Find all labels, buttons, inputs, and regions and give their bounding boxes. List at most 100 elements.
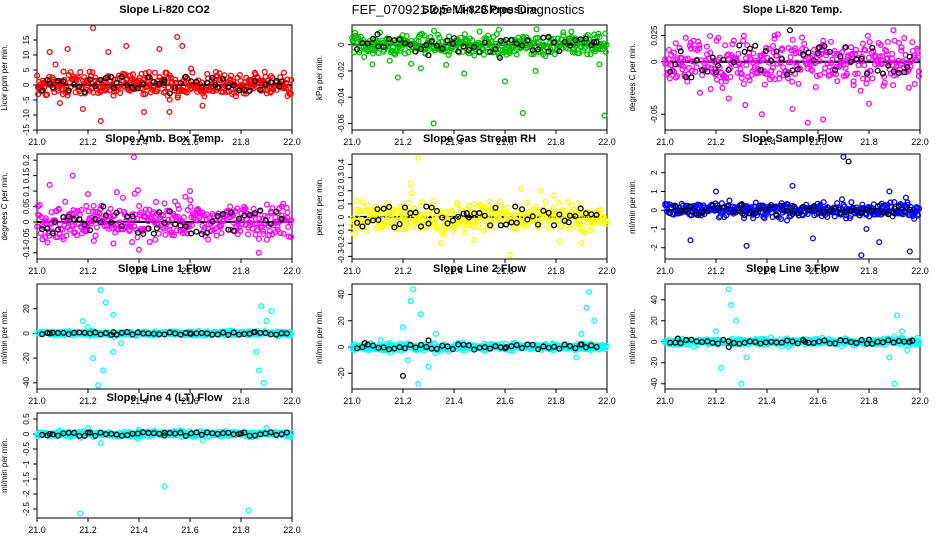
data-point bbox=[354, 225, 361, 232]
data-point bbox=[809, 67, 816, 74]
y-axis-label: ml/min per min. bbox=[315, 309, 324, 364]
reference-point bbox=[534, 221, 542, 228]
reference-point bbox=[182, 432, 189, 439]
data-point bbox=[867, 67, 874, 75]
data-point bbox=[862, 47, 869, 54]
reference-point bbox=[736, 207, 743, 214]
x-tick-label: 21.8 bbox=[860, 396, 878, 406]
reference-point bbox=[118, 73, 125, 80]
data-point bbox=[480, 51, 487, 58]
reference-point bbox=[81, 221, 88, 228]
outlier-point bbox=[253, 348, 260, 355]
reference-point bbox=[714, 62, 722, 69]
reference-point bbox=[698, 66, 706, 74]
data-point bbox=[175, 205, 182, 212]
data-point bbox=[567, 225, 574, 232]
data-point bbox=[364, 202, 371, 209]
outlier-point bbox=[110, 348, 117, 355]
data-point bbox=[816, 57, 823, 65]
data-point bbox=[493, 31, 500, 38]
outlier-point bbox=[105, 48, 112, 56]
reference-point bbox=[593, 38, 600, 46]
x-tick-label: 21.6 bbox=[809, 396, 827, 406]
data-point bbox=[160, 212, 167, 219]
reference-point bbox=[375, 216, 382, 224]
data-point bbox=[227, 203, 234, 210]
reference-point bbox=[503, 344, 510, 351]
reference-point bbox=[496, 54, 503, 61]
reference-point bbox=[51, 218, 58, 225]
reference-point bbox=[805, 207, 812, 214]
reference-point bbox=[354, 219, 361, 226]
data-point bbox=[367, 207, 374, 214]
outlier-point bbox=[69, 172, 76, 179]
reference-point bbox=[513, 341, 520, 349]
reference-point bbox=[110, 329, 117, 336]
x-tick-label: 21.8 bbox=[547, 137, 565, 147]
y-tick-label: 0 bbox=[650, 339, 659, 344]
data-point bbox=[137, 209, 144, 216]
outlier-point bbox=[123, 42, 130, 50]
reference-point bbox=[524, 37, 531, 44]
data-point bbox=[363, 228, 370, 235]
data-point bbox=[205, 236, 212, 243]
y-axis-label: Licor ppm per min. bbox=[0, 44, 9, 110]
y-axis-label: ml/min per min. bbox=[0, 309, 9, 364]
reference-point bbox=[108, 73, 115, 81]
outlier-point bbox=[263, 424, 270, 432]
reference-point bbox=[241, 429, 248, 436]
data-point bbox=[248, 216, 255, 224]
data-point bbox=[697, 89, 704, 96]
reference-point bbox=[746, 45, 753, 52]
data-point bbox=[703, 43, 710, 50]
data-point bbox=[189, 69, 196, 76]
reference-point bbox=[789, 338, 796, 345]
data-point bbox=[559, 224, 566, 231]
reference-point bbox=[891, 205, 898, 212]
reference-point bbox=[487, 345, 494, 352]
y-tick-label: 20 bbox=[337, 316, 346, 325]
outlier-point bbox=[578, 330, 585, 337]
reference-point bbox=[188, 230, 195, 237]
outlier-point bbox=[863, 225, 870, 233]
data-point bbox=[486, 198, 493, 205]
outlier-point bbox=[876, 239, 883, 246]
data-point bbox=[453, 223, 460, 230]
data-point bbox=[770, 42, 777, 49]
data-point bbox=[353, 197, 361, 204]
x-tick-label: 21.8 bbox=[232, 396, 250, 406]
reference-point bbox=[124, 328, 131, 336]
x-tick-label: 21.0 bbox=[656, 266, 674, 276]
reference-point bbox=[837, 209, 844, 216]
data-point bbox=[286, 329, 294, 336]
reference-point bbox=[460, 43, 467, 50]
chart-panel: Slope Line 4 (LT) Flow ml/min per min. -2.… bbox=[0, 392, 301, 535]
data-point bbox=[834, 78, 841, 85]
reference-point bbox=[667, 68, 674, 75]
reference-point bbox=[757, 340, 764, 347]
data-point bbox=[674, 72, 681, 80]
data-point bbox=[261, 68, 268, 75]
reference-point bbox=[503, 221, 510, 228]
x-tick-label: 21.2 bbox=[394, 137, 412, 147]
reference-point bbox=[134, 229, 141, 236]
reference-point bbox=[752, 210, 759, 217]
reference-point bbox=[246, 87, 253, 94]
data-point bbox=[280, 230, 287, 237]
data-point bbox=[255, 235, 262, 243]
reference-point bbox=[768, 57, 775, 64]
data-point bbox=[134, 187, 142, 194]
data-point bbox=[443, 61, 450, 68]
plot-frame bbox=[351, 283, 608, 390]
y-tick-label: 0.05 bbox=[22, 198, 31, 214]
reference-point bbox=[582, 210, 589, 217]
data-point bbox=[696, 45, 703, 52]
y-tick-label: 10 bbox=[22, 50, 31, 59]
data-point bbox=[813, 72, 820, 80]
data-point bbox=[916, 338, 923, 345]
data-point bbox=[131, 190, 138, 197]
data-point bbox=[904, 199, 911, 206]
data-point bbox=[134, 234, 141, 241]
outlier-point bbox=[904, 347, 911, 354]
x-tick-label: 21.8 bbox=[860, 137, 878, 147]
